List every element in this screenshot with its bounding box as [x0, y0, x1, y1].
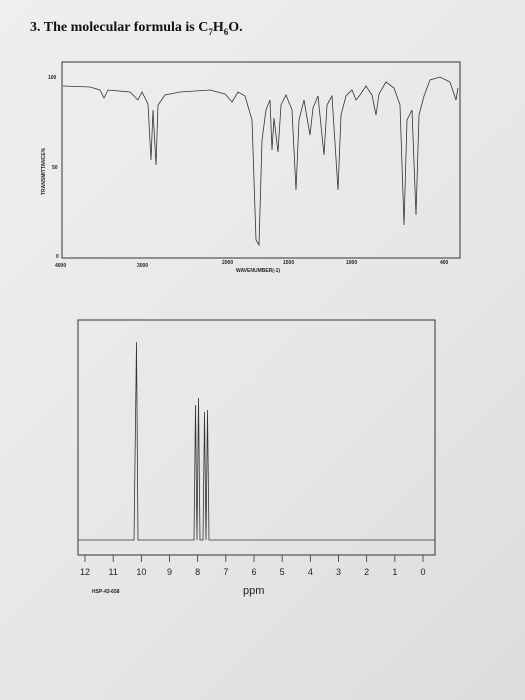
ir-y-label: 100	[48, 75, 57, 81]
ir-x-title: WAVENUMBER(-1)	[236, 268, 280, 274]
ir-spectrum	[62, 76, 459, 247]
ir-x-label: 1000	[346, 260, 357, 266]
nmr-x-label: 5	[280, 567, 285, 577]
formula-atom: H	[212, 20, 224, 35]
formula-atom: C	[198, 20, 209, 35]
ir-y-title: TRANSMITTANCE%	[41, 147, 47, 195]
formula-subscript: 6	[223, 26, 229, 37]
nmr-x-label: 0	[420, 567, 425, 577]
question: 3. The molecular formula is C7H6O.	[30, 20, 243, 37]
ir-y-label: 50	[52, 165, 58, 171]
nmr-x-label: 1	[392, 567, 397, 577]
nmr-x-label: 4	[308, 567, 313, 577]
nmr-code: HSP-43-658	[92, 589, 120, 595]
formula-atom: O.	[228, 20, 243, 35]
nmr-x-label: 2	[364, 567, 369, 577]
ir-x-label: 400	[440, 260, 449, 266]
ir-frame	[61, 61, 461, 259]
nmr-x-label: 12	[80, 567, 90, 577]
ir-x-label: 2000	[222, 260, 233, 266]
nmr-x-label: 7	[223, 567, 228, 577]
nmr-x-label: 11	[108, 567, 117, 577]
nmr-x-title: ppm	[243, 585, 264, 597]
ir-y-label: 0	[56, 254, 59, 260]
ir-x-label: 4000	[55, 263, 66, 269]
nmr-ticks: 12 11 10 9 8 7 6 5 4 3 2 1 0	[80, 555, 426, 577]
ir-x-label: 1500	[283, 260, 294, 266]
nmr-baseline	[78, 341, 435, 541]
nmr-frame	[77, 319, 436, 556]
nmr-x-label: 10	[136, 567, 146, 577]
nmr-x-label: 8	[195, 567, 200, 577]
ir-x-label: 3000	[137, 263, 148, 269]
question-text: 3. The molecular formula is	[30, 20, 199, 35]
formula-subscript: 7	[208, 26, 213, 37]
nmr-x-label: 3	[336, 567, 341, 577]
nmr-x-label: 9	[167, 567, 172, 577]
nmr-x-label: 6	[251, 567, 256, 577]
